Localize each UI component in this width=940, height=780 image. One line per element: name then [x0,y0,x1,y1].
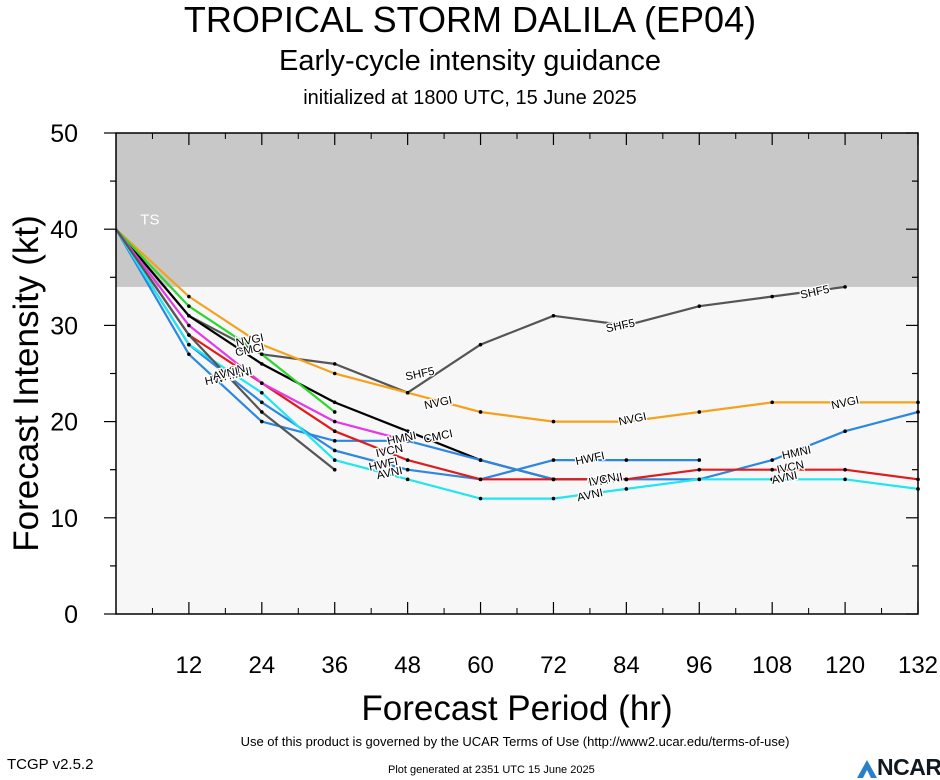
series-line-ivcn [115,228,919,481]
series-point-shf5 [551,313,556,318]
series-point-avni [624,487,629,491]
x-axis-title: Forecast Period (hr) [361,689,672,728]
series-point-hwfi [551,458,556,462]
series-point-shf5 [843,285,847,289]
intensity-chart: TSSHF5SHF5SHF5NVGINVGINVGINVGICMCICMCICM… [7,120,938,728]
y-axis-title: Forecast Intensity (kt) [7,215,46,551]
series-point-hwfi [624,458,629,462]
x-tick-label: 36 [321,652,348,679]
x-tick-label: 96 [686,652,713,679]
generated-time: Plot generated at 2351 UTC 15 June 2025 [388,764,595,776]
y-tick-label: 0 [64,601,78,629]
y-tick-label: 50 [50,120,78,148]
series-point-nvgi [770,400,774,405]
series-point-nvgi [624,419,629,424]
series-point-hmni [843,429,847,434]
series-point-dshp [260,352,264,357]
y-tick-label: 30 [50,312,78,340]
series-point-ofci [332,467,337,472]
series-point-ofci [260,410,264,414]
series-point-ivcn [405,458,410,462]
y-tick-label: 40 [50,216,78,244]
series-point-nvgi [843,400,847,405]
version-label: TCGP v2.5.2 [7,756,94,773]
series-point-hmni [478,458,483,462]
series-point-hwfi [697,458,702,462]
series-point-nvgi [697,410,702,414]
series-point-hwfi [332,448,337,453]
series-point-nvgi [551,419,556,424]
series-point-avni [332,458,337,462]
series-point-avni [551,496,556,501]
y-tick-label: 20 [50,409,78,437]
series-point-nvgi [187,294,191,299]
ncar-logo-text: NCAR [877,754,940,780]
series-point-hmni [332,439,337,443]
series-point-shf5 [697,304,702,308]
series-point-avni [770,477,774,482]
series-point-cmci [187,313,191,318]
series-point-avni [697,477,702,482]
series-point-avni [405,477,410,482]
x-tick-label: 48 [394,652,421,679]
series-line-hmni [115,228,919,481]
ts-band-label: TS [140,211,159,228]
x-tick-label: 72 [540,652,567,679]
series-label-cmci: CMCI [587,471,618,489]
x-tick-label: 84 [613,652,640,679]
ncar-logo-icon [857,760,877,778]
series-point-cmci [332,400,337,405]
series-point-hwfi [260,400,264,405]
page-title: TROPICAL STORM DALILA (EP04) [183,0,757,40]
series-line-nvgi [115,228,918,423]
series-point-dshp [187,304,191,308]
terms-of-use-text: Use of this product is governed by the U… [240,734,790,749]
series-point-hmni [260,419,264,424]
series-line-avni [115,228,919,500]
series-point-cmci [405,429,410,434]
ncar-logo: NCAR [855,754,940,780]
series-point-nvgi [405,390,410,395]
series-point-ivcn [697,467,702,472]
x-tick-label: 60 [467,652,494,679]
series-point-nvgi [260,342,264,347]
y-tick-label: 10 [50,505,78,533]
series-point-cmci [260,362,264,366]
series-point-ofci [187,333,191,337]
x-tick-label: 120 [825,652,865,679]
series-point-lgem [260,381,264,385]
series-line-dshp [115,228,336,413]
series-point-nvgi [478,410,483,414]
page-subtitle: Early-cycle intensity guidance [278,45,661,77]
series-point-hwfi [405,467,410,472]
series-point-avni [478,496,483,501]
series-point-ivcn [478,477,483,482]
x-tick-label: 24 [248,652,275,679]
init-time: initialized at 1800 UTC, 15 June 2025 [303,87,637,109]
series-point-ivcn [332,429,337,434]
series-point-hmni [770,458,774,462]
series-point-ivcn [770,467,774,472]
series-point-ivcn [551,477,556,482]
series-point-nvgi [332,371,337,376]
series-point-lgem [405,439,410,443]
series-point-avni [260,390,264,395]
series-point-hmni [187,352,191,357]
ts-intensity-band [116,133,918,287]
series-point-shf5 [478,342,483,347]
series-point-ivcn [624,477,629,482]
series-point-lgem [187,323,191,328]
series-point-dshp [332,410,337,414]
series-point-avni [187,342,191,347]
x-tick-label: 132 [898,652,938,679]
x-tick-label: 108 [752,652,792,679]
series-line-ofci [115,228,336,471]
series-point-shf5 [624,323,629,328]
series-point-avni [843,477,847,482]
x-tick-label: 12 [176,652,203,679]
series-point-shf5 [770,294,774,299]
series-point-shf5 [332,362,337,366]
series-point-lgem [332,419,337,424]
series-point-ivcn [843,467,847,472]
